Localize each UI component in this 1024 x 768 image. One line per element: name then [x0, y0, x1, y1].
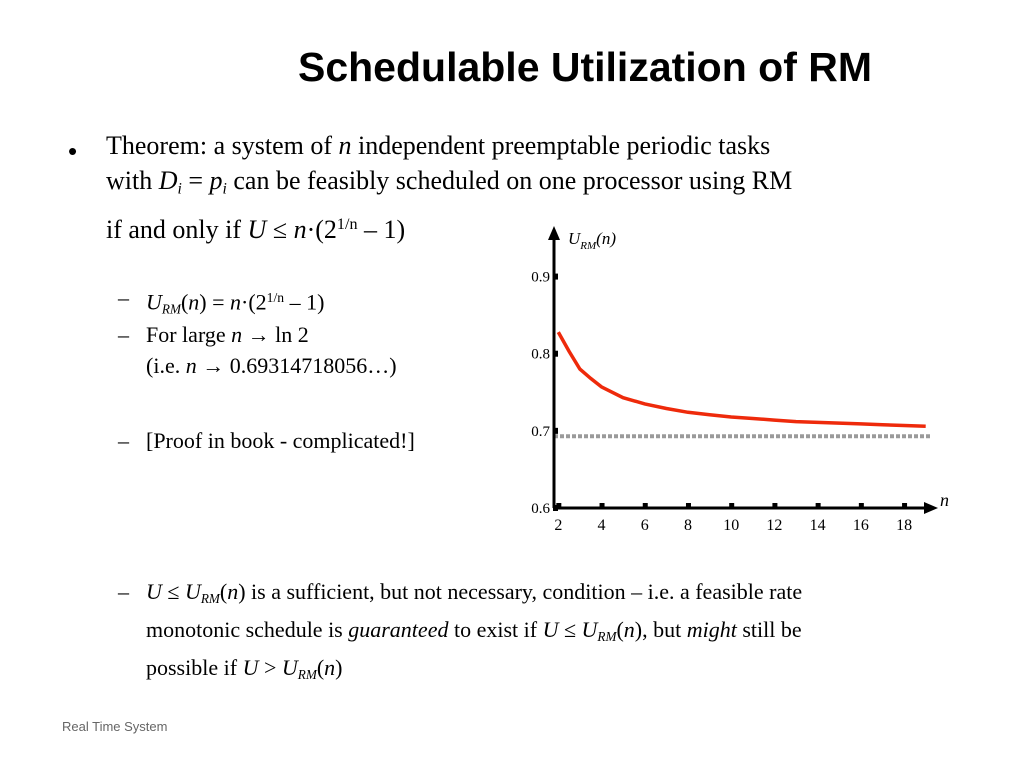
x-tick: [642, 503, 648, 509]
theorem-text: Theorem: a system of n independent preem…: [106, 131, 793, 244]
x-tick: [815, 503, 821, 509]
x-tick: [902, 503, 908, 509]
x-tick-label: 2: [554, 517, 562, 534]
x-tick-label: 16: [853, 517, 869, 534]
footer-text: Real Time System: [62, 719, 168, 734]
x-axis-label: n: [940, 490, 949, 510]
large-n-detail: (i.e. n → 0.69314718056…): [146, 353, 397, 378]
y-tick: [553, 350, 558, 357]
x-tick-label: 14: [810, 517, 826, 534]
x-tick-label: 4: [598, 517, 606, 534]
bullet-dot: •: [68, 136, 78, 166]
y-tick-label: 0.8: [531, 347, 550, 363]
x-tick: [858, 503, 864, 509]
x-tick: [556, 503, 562, 509]
urm-chart: 0.6 0.7 0.8 0.9 2 4 6 8 10 12 14 16 18 URM(n) n: [531, 226, 949, 534]
proof-item: – [Proof in book - complicated!]: [118, 428, 415, 453]
slide-title: Schedulable Utilization of RM: [297, 44, 873, 90]
y-tick-label: 0.6: [531, 501, 550, 517]
y-tick: [553, 273, 558, 280]
x-tick: [599, 503, 605, 509]
y-tick: [553, 505, 558, 511]
x-tick-label: 8: [684, 517, 692, 534]
sufficient-condition-item: – U ≤ URM(n) is a sufficient, but not ne…: [118, 579, 803, 682]
y-tick-label: 0.9: [531, 270, 550, 286]
x-tick: [685, 503, 691, 509]
y-tick-label: 0.7: [531, 424, 550, 440]
y-axis-label: URM(n): [568, 229, 616, 252]
urm-curve: [556, 331, 926, 428]
x-tick: [729, 503, 735, 509]
large-n-item: – For large n → ln 2: [118, 322, 309, 347]
x-tick-label: 10: [723, 517, 739, 534]
y-axis-arrow: [548, 226, 560, 240]
x-tick-label: 6: [641, 517, 649, 534]
formula-item: – URM(n) = n·(21/n – 1): [118, 285, 325, 317]
x-tick-label: 18: [896, 517, 912, 534]
x-tick: [772, 503, 778, 509]
x-axis-arrow: [924, 502, 938, 514]
y-tick: [553, 427, 558, 434]
x-tick-label: 12: [766, 517, 782, 534]
